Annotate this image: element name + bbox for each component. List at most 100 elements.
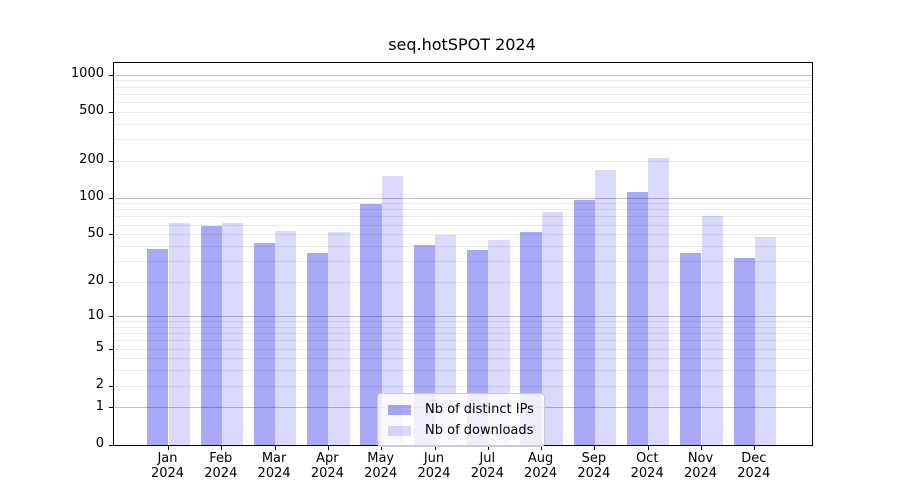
legend-swatch-downloads [388,425,411,436]
minor-gridline-50 [114,234,812,236]
bar-feb-distinct-ips [200,225,222,445]
minor-gridline-8 [114,326,812,328]
minor-gridline-60 [114,224,812,226]
y-tick-0 [109,444,114,446]
bar-aug-distinct-ips [520,231,542,445]
minor-gridline-500 [114,111,812,113]
y-tick-100 [109,197,114,199]
y-tick-label-100: 100 [79,189,104,205]
y-tick-label-1: 1 [95,398,104,414]
minor-gridline-7 [114,333,812,335]
bar-nov-downloads [701,216,723,445]
y-tick-label-1000: 1000 [70,66,104,82]
y-tick-1000 [109,74,114,76]
bar-mar-downloads [275,230,297,445]
bar-aug-downloads [541,211,563,445]
x-tick-label-dec: Dec 2024 [737,451,771,481]
major-gridline-100 [114,197,812,199]
bar-jan-distinct-ips [147,249,169,445]
x-tick-label-sep: Sep 2024 [577,451,611,481]
bar-dec-distinct-ips [733,257,755,445]
minor-gridline-6 [114,340,812,342]
y-tick-5 [109,348,114,350]
minor-gridline-20 [114,281,812,283]
bar-sep-downloads [594,169,617,445]
major-gridline-1000 [114,74,812,76]
minor-gridline-900 [114,80,812,82]
legend: Nb of distinct IPs Nb of downloads [377,393,545,447]
y-tick-label-5: 5 [95,340,104,356]
minor-gridline-700 [114,93,812,95]
y-tick-200 [109,160,114,162]
minor-gridline-90 [114,203,812,205]
bar-dec-downloads [754,236,777,445]
chart-title: seq.hotSPOT 2024 [388,35,536,54]
x-tick-label-may: May 2024 [364,451,398,481]
minor-gridline-2 [114,385,812,387]
bar-nov-distinct-ips [680,253,702,445]
x-tick-label-aug: Aug 2024 [524,451,558,481]
y-tick-label-2: 2 [95,377,104,393]
y-tick-label-20: 20 [87,273,104,289]
x-tick-2 [274,445,276,450]
bar-may-downloads [381,175,403,445]
bar-apr-distinct-ips [307,253,329,445]
bar-jan-downloads [168,223,190,445]
minor-gridline-4 [114,358,812,360]
y-tick-label-10: 10 [87,307,104,323]
x-tick-9 [647,445,649,450]
x-tick-label-jun: Jun 2024 [417,451,451,481]
y-tick-1 [109,407,114,409]
legend-item-downloads: Nb of downloads [388,420,534,441]
minor-gridline-70 [114,216,812,218]
bar-oct-distinct-ips [626,191,649,445]
x-tick-label-feb: Feb 2024 [204,451,238,481]
y-tick-label-200: 200 [79,152,104,168]
x-tick-6 [487,445,489,450]
minor-gridline-200 [114,160,812,162]
bar-jun-downloads [435,234,457,445]
minor-gridline-800 [114,86,812,88]
x-tick-1 [221,445,223,450]
x-tick-5 [434,445,436,450]
y-tick-20 [109,281,114,283]
bar-mar-distinct-ips [253,242,276,445]
x-tick-label-jan: Jan 2024 [150,451,185,481]
y-tick-label-0: 0 [95,436,104,451]
x-tick-label-apr: Apr 2024 [310,451,344,481]
x-tick-label-jul: Jul 2024 [470,451,504,481]
x-tick-10 [701,445,702,450]
x-tick-3 [327,445,329,450]
x-tick-label-nov: Nov 2024 [683,451,718,481]
x-tick-label-oct: Oct 2024 [630,451,664,481]
x-tick-7 [541,445,543,450]
legend-swatch-distinct-ips [388,404,411,415]
y-tick-2 [109,385,114,387]
bar-sep-distinct-ips [573,200,595,445]
y-tick-50 [109,234,114,236]
x-tick-label-mar: Mar 2024 [257,451,291,481]
y-tick-500 [109,111,114,113]
y-tick-10 [109,316,114,318]
plot-area: Nb of distinct IPs Nb of downloads [109,62,813,450]
bar-apr-downloads [328,231,350,445]
minor-gridline-5 [114,348,812,350]
minor-gridline-300 [114,139,812,141]
minor-gridline-400 [114,123,812,125]
minor-gridline-80 [114,209,812,211]
minor-gridline-9 [114,321,812,323]
legend-item-distinct-ips: Nb of distinct IPs [388,399,534,420]
bar-oct-downloads [648,157,670,445]
x-tick-0 [168,445,169,450]
minor-gridline-40 [114,245,812,247]
major-gridline-10 [114,316,812,318]
minor-gridline-30 [114,260,812,262]
y-tick-label-50: 50 [87,225,104,241]
x-tick-4 [381,445,383,450]
bar-feb-downloads [221,223,244,445]
minor-gridline-3 [114,370,812,372]
y-tick-label-500: 500 [79,103,104,119]
legend-label-distinct-ips: Nb of distinct IPs [425,402,534,417]
x-tick-11 [754,445,756,450]
